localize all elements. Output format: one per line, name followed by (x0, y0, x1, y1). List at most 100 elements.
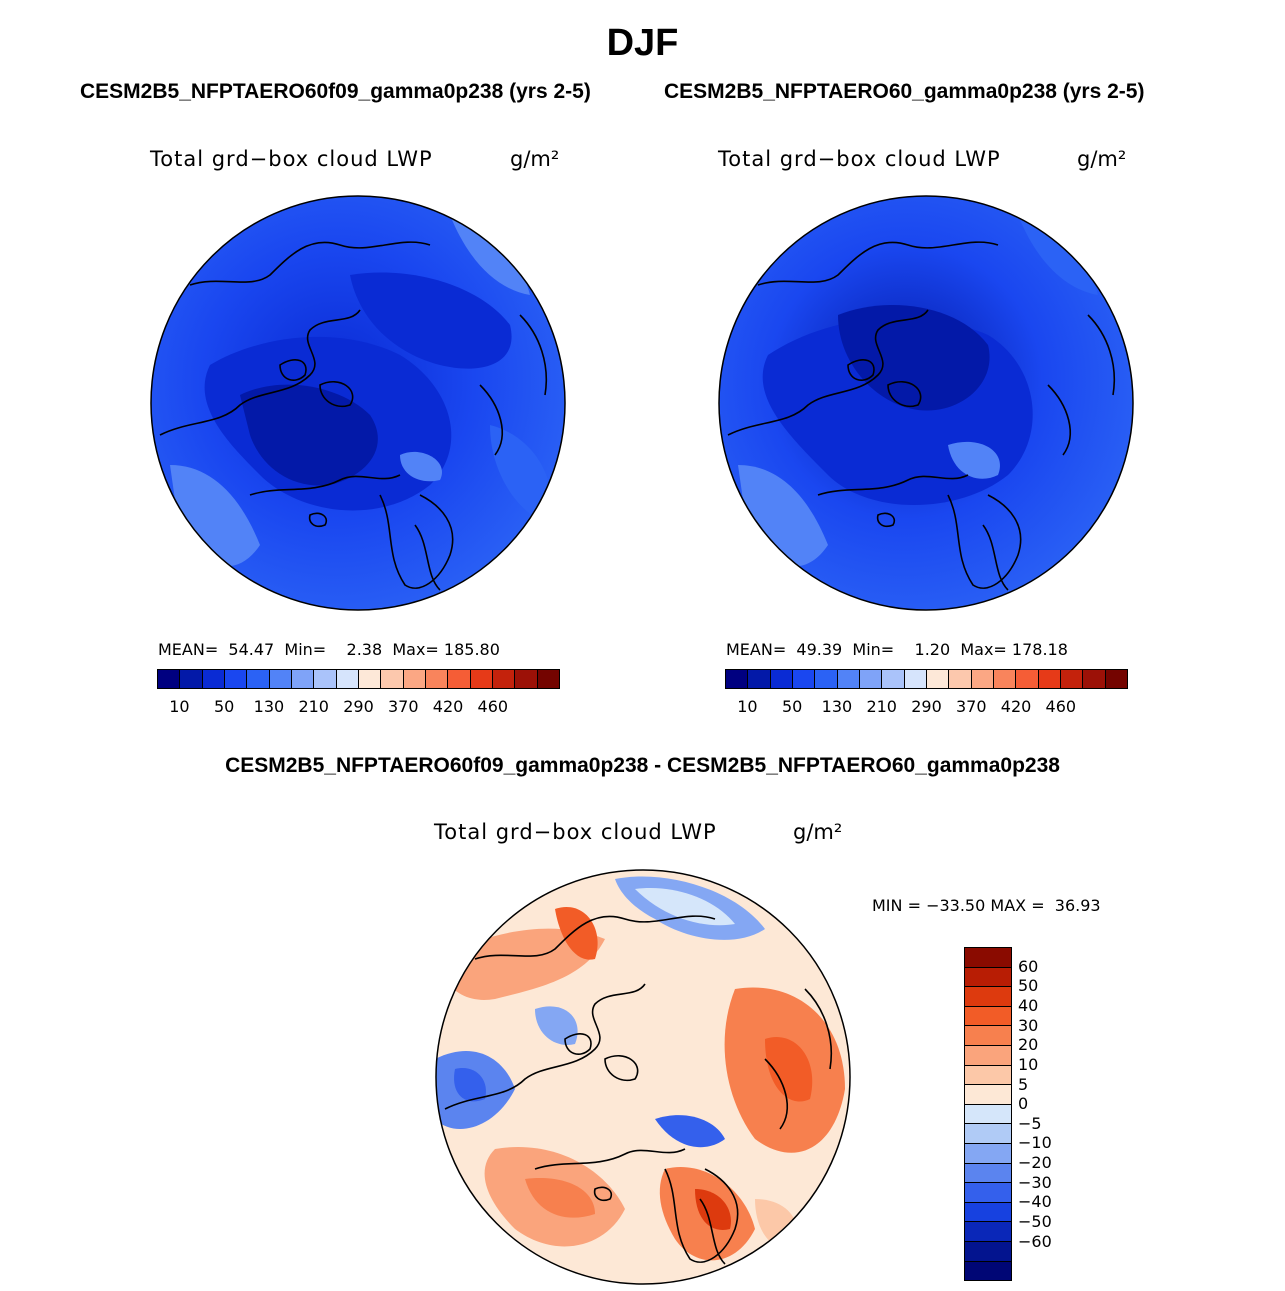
diff-colorbar-swatch (965, 987, 1011, 1007)
right-max-value: 178.18 (1011, 640, 1068, 659)
diff-colorbar (964, 947, 1012, 1281)
diff-colorbar-swatch (965, 1104, 1011, 1125)
right-colorbar-swatch (926, 670, 950, 688)
right-colorbar-swatch (1038, 670, 1061, 688)
left-colorbar-swatch (448, 670, 471, 688)
left-mean-value: 54.47 (228, 640, 275, 659)
diff-colorbar-swatch (965, 1261, 1011, 1281)
left-colorbar-ticks: 10 50 130 210 290 370 420 460 (157, 697, 560, 717)
diff-run-title: CESM2B5_NFPTAERO60f09_gamma0p238 - CESM2… (225, 754, 1060, 777)
left-run-title: CESM2B5_NFPTAERO60f09_gamma0p238 (yrs 2-… (80, 80, 591, 103)
diff-colorbar-label: −20 (1018, 1153, 1052, 1173)
left-colorbar-swatch (202, 670, 225, 688)
left-colorbar-swatch (180, 670, 203, 688)
left-colorbar-swatch (425, 670, 449, 688)
diff-polar-map (435, 869, 851, 1285)
right-colorbar-swatch (904, 670, 927, 688)
left-mean-label: MEAN= (158, 640, 219, 659)
diff-colorbar-label: −50 (1018, 1212, 1052, 1232)
left-colorbar-swatch (537, 670, 559, 688)
right-min-value: 1.20 (914, 640, 951, 659)
left-var-title: Total grd−box cloud LWP (150, 147, 433, 171)
left-colorbar-swatch (492, 670, 516, 688)
left-colorbar-swatch (269, 670, 292, 688)
left-polar-map (150, 195, 566, 611)
right-min-label: Min= (852, 640, 895, 659)
left-colorbar-swatch (314, 670, 337, 688)
diff-colorbar-label: −10 (1018, 1133, 1052, 1153)
diff-colorbar-label: 5 (1018, 1074, 1029, 1094)
diff-colorbar-swatch (965, 1045, 1011, 1066)
diff-colorbar-swatch (965, 1222, 1011, 1242)
diff-colorbar-swatch (965, 1183, 1011, 1203)
left-colorbar-swatch (381, 670, 404, 688)
right-units: g/m² (1077, 147, 1127, 171)
right-colorbar-swatch (726, 670, 749, 688)
diff-colorbar-swatch (965, 1143, 1011, 1164)
right-mean-value: 49.39 (796, 640, 843, 659)
diff-colorbar-label: 20 (1018, 1035, 1039, 1055)
left-max-value: 185.80 (443, 640, 500, 659)
diff-colorbar-label: 0 (1018, 1094, 1029, 1114)
left-colorbar-tick-label: 370 (387, 697, 419, 716)
right-stats: MEAN= 49.39 Min= 1.20 Max= 178.18 (726, 640, 1068, 659)
left-colorbar-swatch (470, 670, 493, 688)
right-max-label: Max= (960, 640, 1007, 659)
right-colorbar-swatch (859, 670, 883, 688)
diff-colorbar-swatch (965, 967, 1011, 988)
left-colorbar-swatch (403, 670, 426, 688)
diff-colorbar-label: 10 (1018, 1054, 1039, 1074)
diff-colorbar-label: 40 (1018, 995, 1039, 1015)
left-colorbar-swatch (224, 670, 248, 688)
right-colorbar-swatch (949, 670, 972, 688)
right-colorbar-swatch (993, 670, 1017, 688)
diff-stats: MIN = −33.50 MAX = 36.93 (872, 896, 1101, 915)
left-colorbar-swatch (515, 670, 538, 688)
right-colorbar-tick-label: 50 (781, 697, 803, 716)
right-colorbar-tick-label: 420 (1000, 697, 1032, 716)
left-min-value: 2.38 (346, 640, 383, 659)
right-colorbar-tick-label: 130 (821, 697, 853, 716)
diff-max-value: 36.93 (1054, 896, 1101, 915)
right-colorbar-swatch (1083, 670, 1106, 688)
diff-colorbar-label: −5 (1018, 1113, 1042, 1133)
left-colorbar-tick-label: 420 (432, 697, 464, 716)
left-colorbar-swatch (158, 670, 181, 688)
diff-colorbar-label: 60 (1018, 956, 1039, 976)
left-colorbar-tick-label: 290 (343, 697, 374, 716)
left-colorbar-swatch (358, 670, 382, 688)
right-colorbar-swatch (1016, 670, 1039, 688)
right-mean-label: MEAN= (726, 640, 787, 659)
right-colorbar-swatch (1105, 670, 1127, 688)
diff-units: g/m² (793, 820, 843, 844)
diff-colorbar-swatch (965, 1006, 1011, 1027)
right-colorbar (725, 669, 1128, 689)
right-colorbar-swatch (1060, 670, 1084, 688)
diff-colorbar-swatch (965, 1026, 1011, 1046)
diff-colorbar-label: 30 (1018, 1015, 1039, 1035)
right-colorbar-swatch (748, 670, 771, 688)
diff-colorbar-swatch (965, 1202, 1011, 1223)
left-colorbar-swatch (247, 670, 270, 688)
left-colorbar-tick-label: 50 (213, 697, 235, 716)
left-max-label: Max= (392, 640, 439, 659)
left-colorbar-swatch (291, 670, 315, 688)
right-colorbar-ticks: 10 50 130 210 290 370 420 460 (725, 697, 1128, 717)
left-colorbar-tick-label: 10 (169, 697, 190, 716)
right-colorbar-tick-label: 210 (866, 697, 897, 716)
right-colorbar-swatch (770, 670, 793, 688)
right-colorbar-swatch (882, 670, 905, 688)
right-colorbar-swatch (792, 670, 816, 688)
diff-var-title: Total grd−box cloud LWP (434, 820, 717, 844)
right-run-title: CESM2B5_NFPTAERO60_gamma0p238 (yrs 2-5) (664, 80, 1145, 103)
right-colorbar-tick-label: 290 (911, 697, 942, 716)
right-var-title: Total grd−box cloud LWP (718, 147, 1001, 171)
diff-colorbar-label: −40 (1018, 1192, 1052, 1212)
right-colorbar-tick-label: 460 (1045, 697, 1077, 716)
diff-min-label: MIN = (872, 896, 921, 915)
right-colorbar-tick-label: 370 (955, 697, 987, 716)
diff-colorbar-label: −60 (1018, 1231, 1052, 1251)
diff-colorbar-swatch (965, 1124, 1011, 1144)
right-colorbar-swatch (815, 670, 838, 688)
diff-colorbar-swatch (965, 948, 1011, 968)
